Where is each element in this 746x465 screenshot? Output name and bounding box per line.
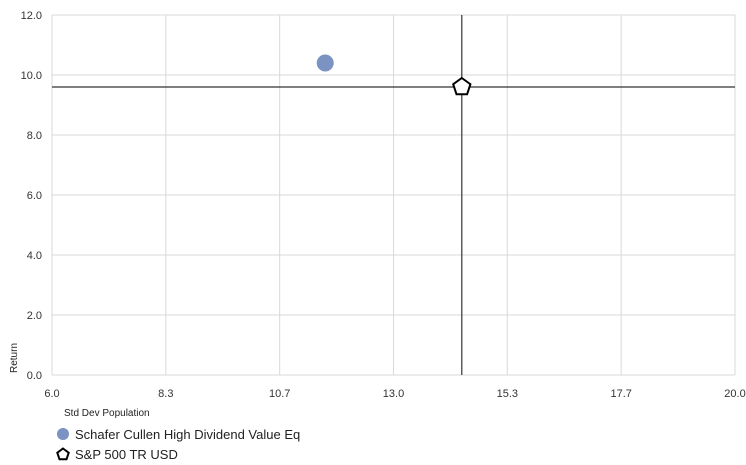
benchmark-point [452,76,472,96]
fund-point [316,54,334,72]
y-tick-label: 2.0 [27,310,42,322]
x-tick-label: 8.3 [158,388,173,400]
x-tick-label: 17.7 [610,388,631,400]
legend-label-benchmark: S&P 500 TR USD [75,446,178,462]
y-tick-label: 0.0 [27,370,42,382]
x-tick-labels: 6.0 8.3 10.7 13.0 15.3 17.7 20.0 [44,388,745,400]
benchmark-crosshair [52,15,735,375]
y-tick-label: 4.0 [27,250,42,262]
x-tick-label: 6.0 [44,388,59,400]
grid-lines [51,14,736,376]
scatter-chart: 6.0 8.3 10.7 13.0 15.3 17.7 20.0 0.0 2.0 4.0 6.0 8… [9,10,746,419]
x-tick-label: 13.0 [383,388,404,400]
y-tick-label: 8.0 [27,130,42,142]
x-tick-label: 20.0 [724,388,745,400]
legend-item-benchmark[interactable]: S&P 500 TR USD [55,445,300,463]
legend: Schafer Cullen High Dividend Value Eq S&… [55,425,300,465]
y-axis-title: Return [9,343,20,373]
y-tick-labels: 0.0 2.0 4.0 6.0 8.0 10.0 12.0 [21,10,42,382]
y-tick-label: 6.0 [27,190,42,202]
legend-item-fund[interactable]: Schafer Cullen High Dividend Value Eq [55,425,300,443]
y-tick-label: 12.0 [21,10,42,22]
x-tick-label: 15.3 [497,388,518,400]
circle-marker-icon [55,426,71,442]
x-axis-title: Std Dev Population [64,408,150,419]
x-tick-label: 10.7 [269,388,290,400]
y-tick-label: 10.0 [21,70,42,82]
data-points [316,54,472,96]
legend-label-fund: Schafer Cullen High Dividend Value Eq [75,426,301,442]
pentagon-marker-icon [55,446,71,462]
